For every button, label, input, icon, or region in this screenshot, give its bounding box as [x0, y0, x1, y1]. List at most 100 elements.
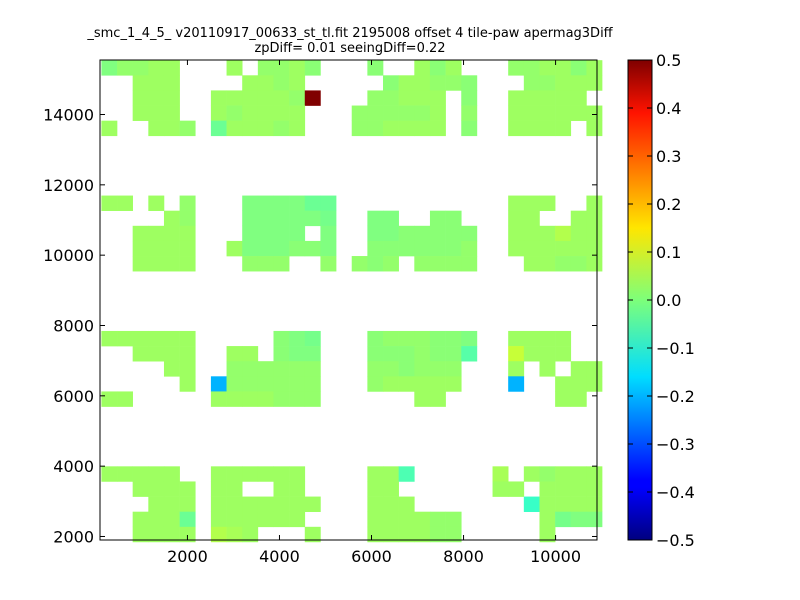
heatmap-cell	[273, 90, 290, 106]
heatmap-cell	[367, 225, 384, 242]
heatmap-cell	[414, 391, 431, 407]
heatmap-cell	[461, 240, 478, 257]
heatmap-cell	[586, 481, 603, 497]
heatmap-cell	[523, 240, 540, 257]
heatmap-cell	[226, 60, 243, 76]
heatmap-cell	[367, 60, 384, 76]
heatmap-cell	[508, 120, 525, 137]
heatmap-cell	[273, 376, 290, 392]
heatmap-cell	[367, 240, 384, 257]
heatmap-cell	[523, 466, 540, 482]
heatmap-cell	[570, 240, 587, 257]
heatmap-cell	[179, 481, 196, 497]
heatmap-cell	[163, 75, 180, 91]
heatmap-cell	[242, 391, 259, 407]
heatmap-cell	[523, 195, 540, 211]
heatmap-cell	[383, 210, 399, 227]
heatmap-cell	[163, 120, 180, 137]
heatmap-cell	[429, 240, 446, 257]
heatmap-cell	[429, 256, 446, 272]
heatmap-cell	[101, 195, 118, 211]
heatmap-cell	[523, 75, 540, 91]
heatmap-cell	[445, 376, 462, 392]
heatmap-cell	[555, 120, 572, 137]
heatmap-cell	[304, 496, 321, 512]
heatmap-cell	[367, 466, 384, 482]
heatmap-cell	[445, 60, 462, 76]
heatmap-cell	[210, 511, 227, 528]
heatmap-cell	[367, 256, 384, 272]
heatmap-cell	[445, 240, 462, 257]
y-tick-label: 8000	[53, 316, 94, 335]
heatmap-cell	[148, 75, 165, 91]
heatmap-cell	[179, 256, 196, 272]
heatmap-cell	[257, 466, 274, 482]
x-tick-label: 4000	[259, 547, 300, 566]
heatmap-cell	[273, 256, 290, 272]
heatmap-cell	[273, 361, 290, 377]
heatmap-cell	[555, 240, 572, 257]
heatmap-cell	[555, 90, 572, 106]
heatmap-cell	[492, 466, 509, 482]
heatmap-cell	[117, 466, 133, 482]
heatmap-cell	[148, 346, 165, 362]
heatmap-cell	[273, 60, 290, 76]
heatmap-cell	[163, 346, 180, 362]
heatmap-cell	[163, 361, 180, 377]
heatmap-cell	[257, 120, 274, 137]
heatmap-cell	[320, 225, 337, 242]
heatmap-cell	[273, 466, 290, 482]
heatmap-cell	[289, 466, 306, 482]
heatmap-cell	[383, 330, 399, 347]
heatmap-cell	[523, 210, 540, 227]
heatmap-cell	[367, 90, 384, 106]
colorbar-tick-label: 0.4	[656, 99, 681, 118]
heatmap-cell	[523, 90, 540, 106]
heatmap-cell	[570, 361, 587, 377]
heatmap-cell	[586, 105, 603, 121]
heatmap-cell	[242, 376, 259, 392]
heatmap-cell	[555, 511, 572, 528]
heatmap-cell	[523, 120, 540, 137]
heatmap-cell	[383, 75, 399, 91]
heatmap-cell	[445, 225, 462, 242]
heatmap-cell	[586, 210, 603, 227]
heatmap-cell	[398, 75, 415, 91]
colorbar-tick-label: −0.3	[656, 435, 695, 454]
heatmap-cell	[257, 210, 274, 227]
heatmap-cell	[257, 511, 274, 528]
heatmap-cell	[508, 240, 525, 257]
heatmap-cell	[367, 105, 384, 121]
heatmap-cell	[383, 526, 399, 543]
heatmap-cell	[257, 75, 274, 91]
heatmap-cell	[461, 105, 478, 121]
heatmap-cell	[163, 511, 180, 528]
heatmap-cell	[257, 225, 274, 242]
heatmap-cell	[367, 346, 384, 362]
heatmap-cell	[132, 90, 149, 106]
heatmap-cell	[367, 511, 384, 528]
heatmap-cell	[148, 240, 165, 257]
heatmap-cell	[320, 210, 337, 227]
heatmap-cell	[163, 60, 180, 76]
heatmap-cell	[586, 195, 603, 211]
colorbar-tick-label: −0.1	[656, 339, 695, 358]
heatmap-cell	[273, 346, 290, 362]
heatmap-cell	[132, 60, 149, 76]
chart-title-block: _smc_1_4_5_ v20110917_00633_st_tl.fit 21…	[0, 26, 700, 56]
heatmap-cell	[163, 225, 180, 242]
heatmap-cell	[383, 376, 399, 392]
heatmap-cell	[273, 496, 290, 512]
heatmap-cell	[492, 481, 509, 497]
heatmap-cell	[586, 240, 603, 257]
heatmap-cell	[132, 240, 149, 257]
heatmap-cell	[539, 361, 556, 377]
heatmap-cell	[242, 466, 259, 482]
heatmap-cell	[351, 105, 368, 121]
heatmap-cell	[289, 120, 306, 137]
heatmap-cell	[226, 90, 243, 106]
heatmap-cell	[555, 256, 572, 272]
heatmap-cell	[179, 376, 196, 392]
heatmap-cell	[367, 376, 384, 392]
heatmap-cell	[289, 361, 306, 377]
